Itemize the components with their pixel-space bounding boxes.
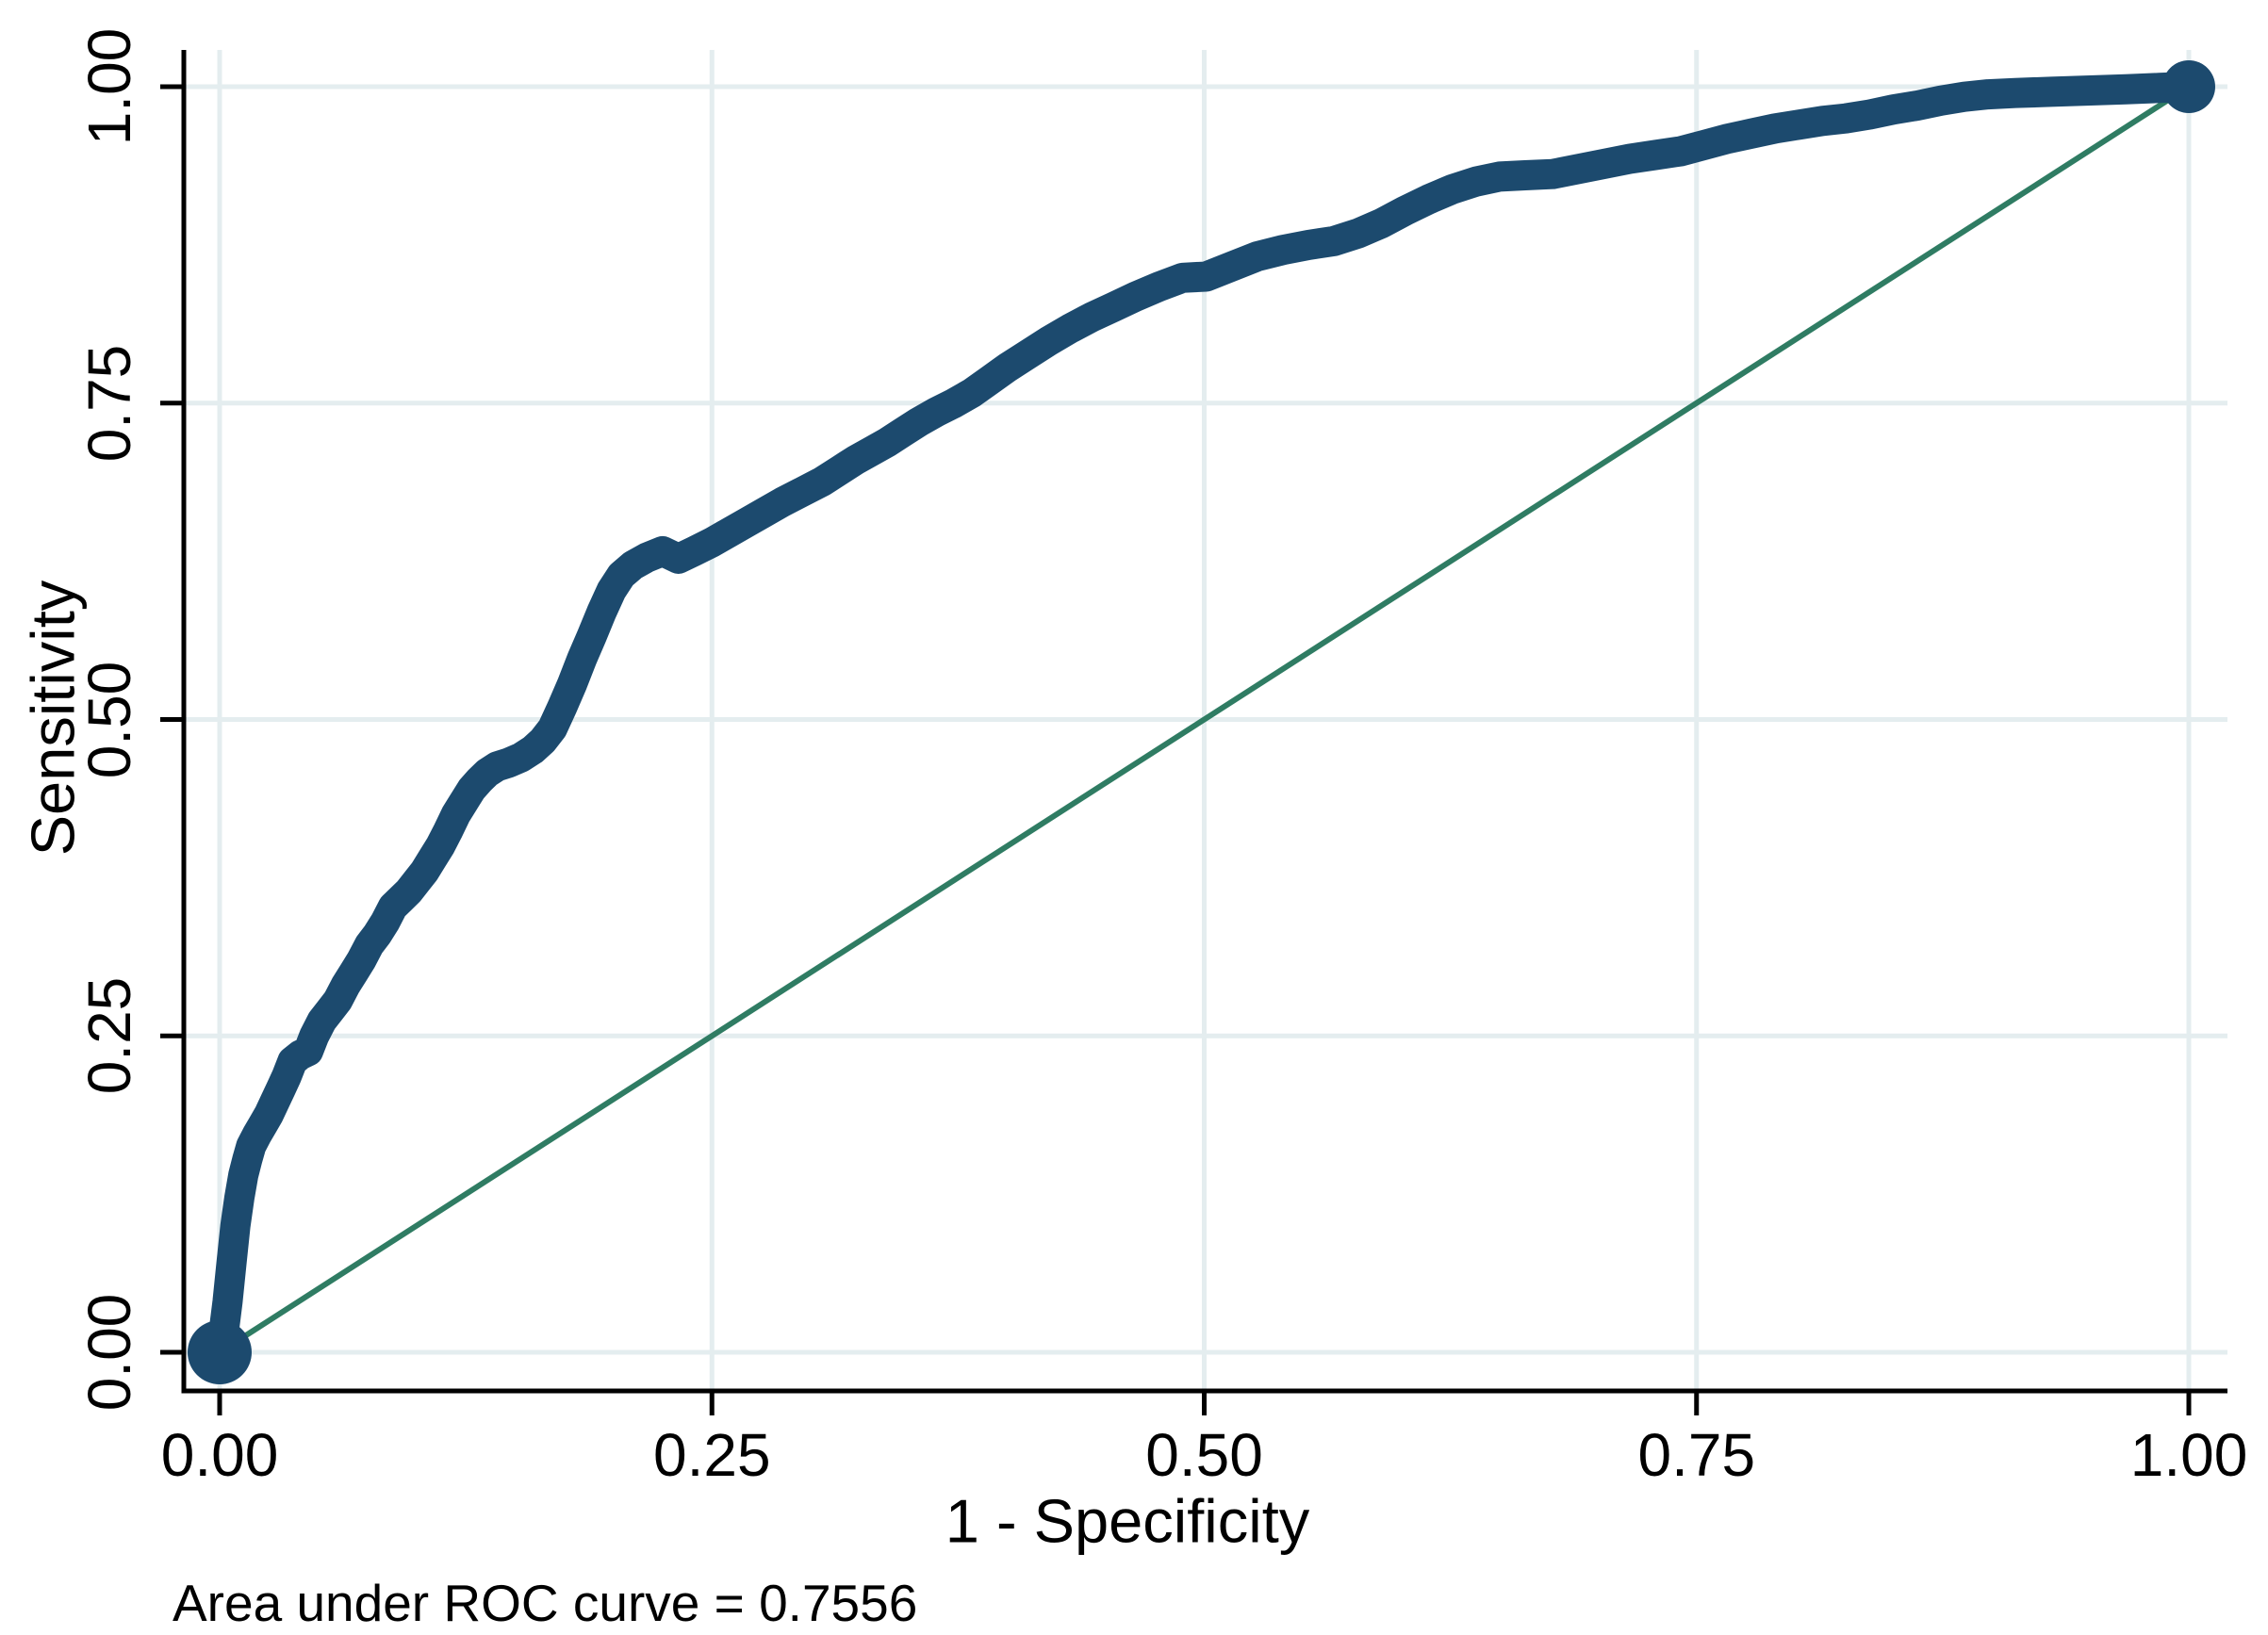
x-axis-title: 1 - Specificity	[945, 1486, 1310, 1556]
roc-curve-line	[205, 72, 2204, 1367]
reference-diagonal-line	[218, 84, 2191, 1355]
y-tick-label-1.00: 1.00	[75, 27, 143, 146]
auc-annotation: Area under ROC curve = 0.7556	[173, 1574, 918, 1632]
y-tick-label-0.75: 0.75	[75, 344, 143, 463]
x-tick-label-0.75: 0.75	[1637, 1421, 1756, 1489]
y-axis-title: Sensitivity	[18, 580, 88, 857]
x-tick-label-1.00: 1.00	[2129, 1421, 2248, 1489]
y-tick-label-0.50: 0.50	[75, 661, 143, 778]
x-tick-label-0.25: 0.25	[652, 1421, 771, 1489]
roc-start-point	[188, 1320, 252, 1384]
y-tick-label-0.00: 0.00	[75, 1293, 143, 1412]
x-tick-label-0.00: 0.00	[160, 1421, 279, 1489]
roc-end-point	[2162, 60, 2215, 113]
x-tick-label-0.50: 0.50	[1145, 1421, 1263, 1489]
y-tick-label-0.25: 0.25	[75, 976, 143, 1095]
